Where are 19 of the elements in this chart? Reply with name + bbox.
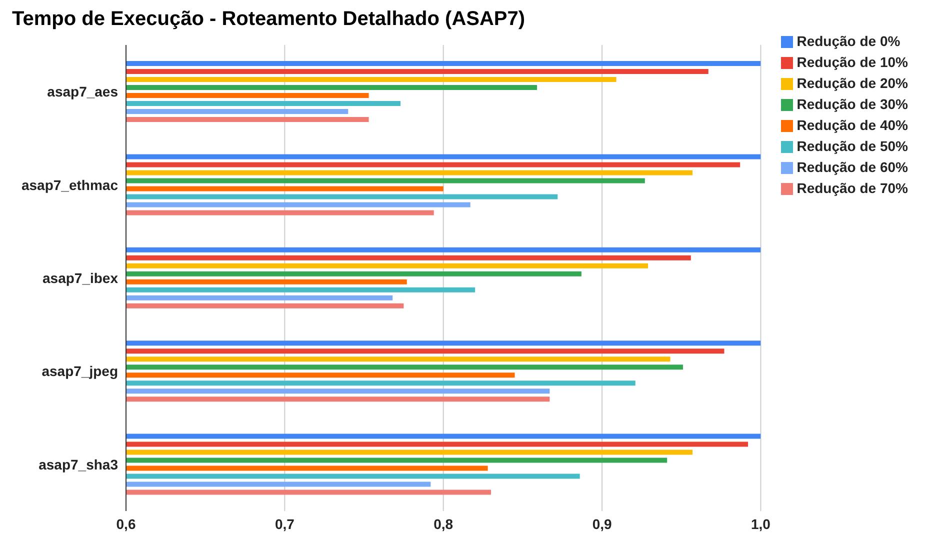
legend-label: Redução de 0%	[796, 33, 900, 49]
legend-label: Redução de 10%	[796, 54, 908, 70]
chart-title: Tempo de Execução - Roteamento Detalhado (ASAP7)	[12, 8, 526, 31]
legend-label: Redução de 60%	[796, 159, 908, 175]
y-tick-label: asap7_aes	[47, 84, 118, 100]
legend-label: Redução de 70%	[796, 180, 908, 196]
x-tick-label: 0,6	[116, 516, 136, 532]
legend-label: Redução de 40%	[796, 117, 908, 133]
x-tick-label: 0,7	[274, 516, 295, 532]
y-tick-label: asap7_ibex	[42, 270, 118, 286]
y-tick-label: asap7_sha3	[38, 456, 118, 472]
x-tick-label: 0,8	[434, 516, 454, 532]
legend-label: Redução de 30%	[796, 96, 908, 112]
y-tick-label: asap7_jpeg	[42, 363, 118, 380]
legend-label: Redução de 20%	[796, 75, 908, 91]
y-tick-label: asap7_ethmac	[21, 176, 118, 193]
x-tick-label: 0,9	[592, 516, 612, 532]
legend-label: Redução de 50%	[796, 138, 908, 154]
x-tick-label: 1,0	[751, 516, 771, 532]
